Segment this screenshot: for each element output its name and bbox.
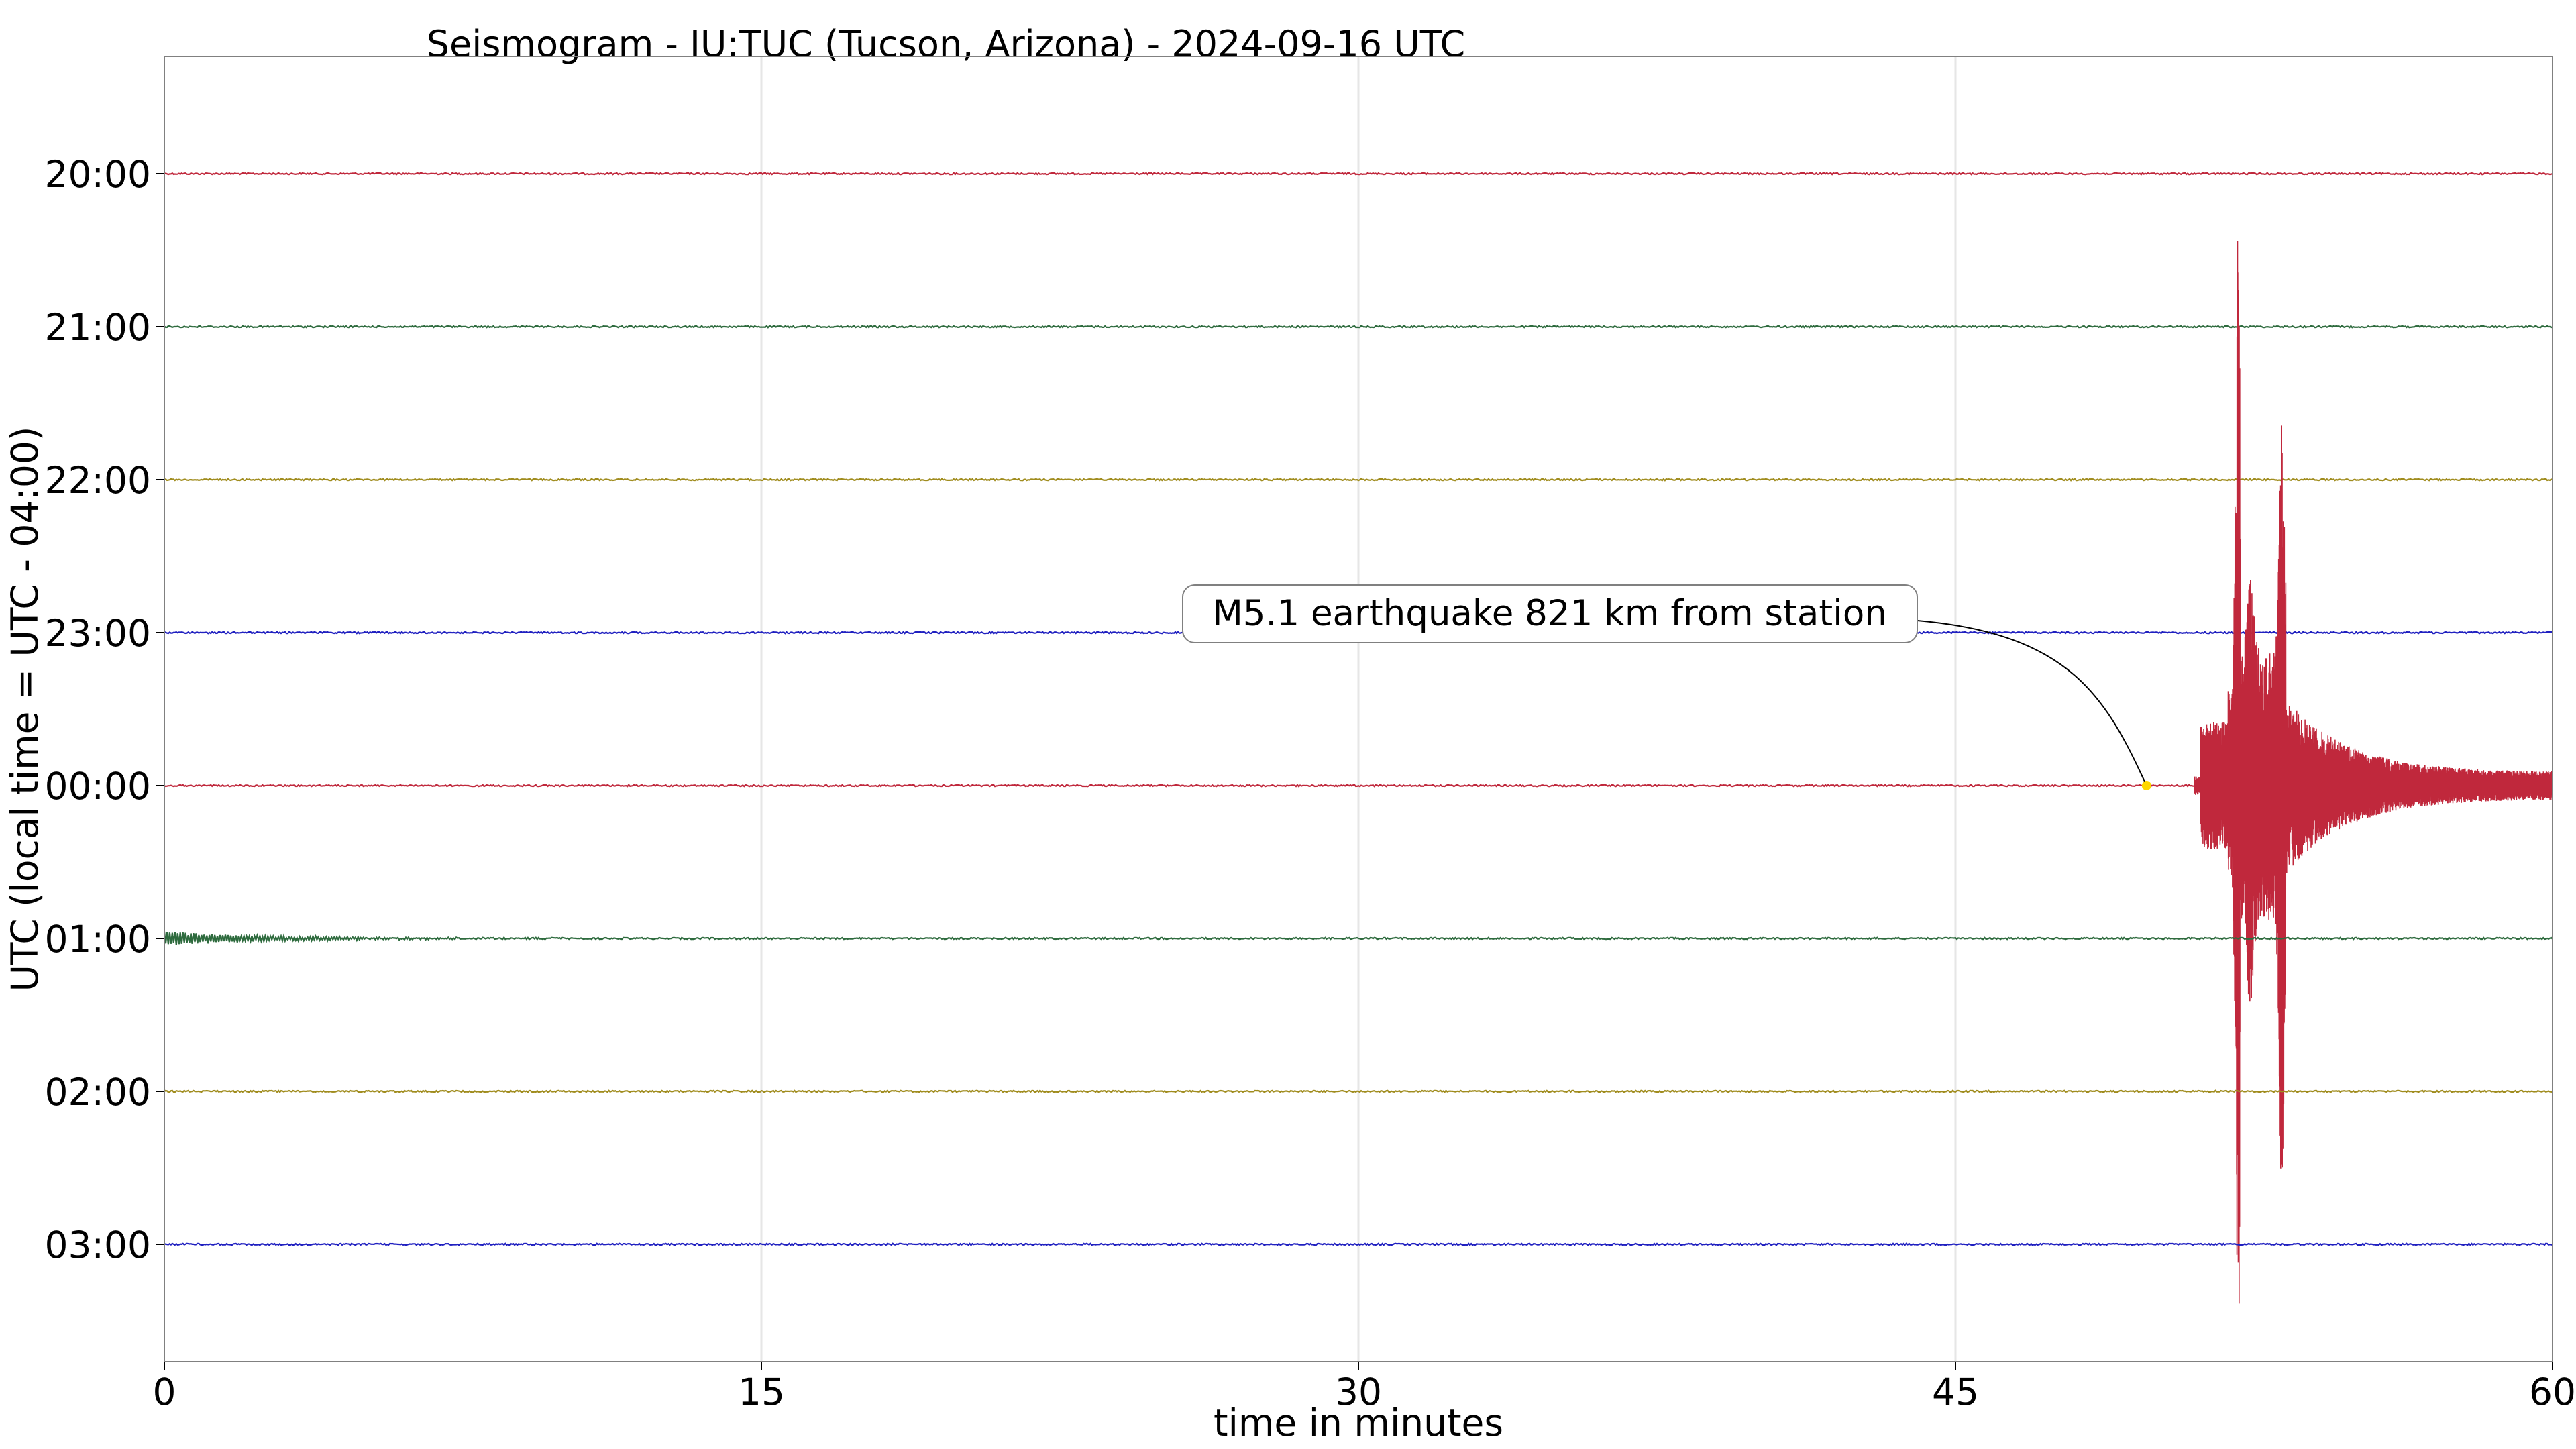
y-tick-label: 23:00 bbox=[44, 612, 151, 655]
annotation-marker bbox=[2141, 781, 2151, 790]
trace-2200 bbox=[164, 478, 2553, 482]
annotation-arrow bbox=[1917, 620, 2147, 786]
chart-title: Seismogram - IU:TUC (Tucson, Arizona) - … bbox=[427, 23, 1466, 65]
y-tick-label: 02:00 bbox=[44, 1071, 151, 1114]
axis-ticks: 0 15 30 45 60 20:00 21:00 22:00 23:00 00:00 01:00 0… bbox=[44, 153, 2576, 1413]
trace-0000 bbox=[164, 784, 2553, 788]
y-tick-label: 21:00 bbox=[44, 306, 151, 349]
x-tick-label: 15 bbox=[738, 1371, 785, 1413]
y-tick-label: 00:00 bbox=[44, 765, 151, 808]
y-tick-label: 03:00 bbox=[44, 1224, 151, 1267]
annotation-text: M5.1 earthquake 821 km from station bbox=[1212, 593, 1887, 634]
x-axis-label: time in minutes bbox=[1214, 1401, 1503, 1444]
x-tick-label: 60 bbox=[2529, 1371, 2576, 1413]
y-tick-label: 20:00 bbox=[44, 153, 151, 196]
earthquake-annotation: M5.1 earthquake 821 km from station bbox=[1182, 584, 2151, 790]
trace-0200 bbox=[164, 1089, 2553, 1093]
annotation-box bbox=[1182, 584, 1918, 643]
seismogram-traces bbox=[164, 172, 2553, 1304]
x-tick-label: 45 bbox=[1932, 1371, 1979, 1413]
y-tick-label: 01:00 bbox=[44, 918, 151, 961]
y-tick-label: 22:00 bbox=[44, 459, 151, 502]
trace-2000 bbox=[164, 172, 2553, 176]
x-tick-label: 30 bbox=[1335, 1371, 1382, 1413]
y-axis-label: UTC (local time = UTC - 04:00) bbox=[3, 427, 46, 992]
trace-0100 bbox=[164, 931, 2553, 945]
x-tick-label: 0 bbox=[153, 1371, 176, 1413]
earthquake-waveform bbox=[2194, 241, 2553, 1304]
grid-lines bbox=[760, 56, 1957, 1362]
trace-2100 bbox=[164, 325, 2553, 329]
trace-0300 bbox=[164, 1242, 2553, 1246]
